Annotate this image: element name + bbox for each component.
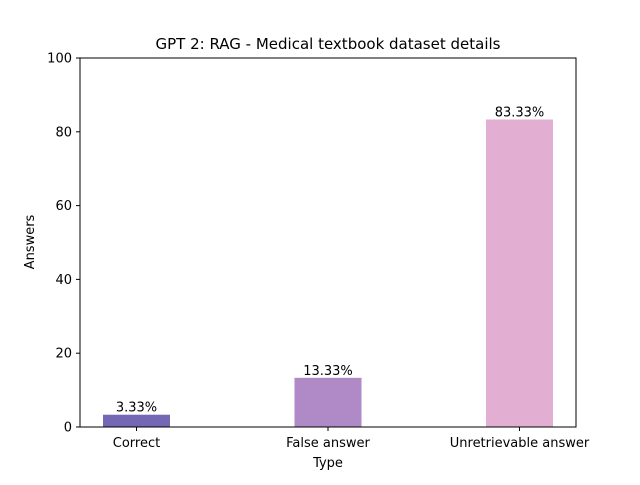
x-axis-ticks: Correct False answer Unretrievable answer: [113, 427, 590, 451]
bar-data-label: 83.33%: [495, 106, 545, 121]
bar-data-label: 3.33%: [116, 401, 157, 416]
y-axis-ticks: 0 20 40 60 80 100: [47, 52, 80, 436]
y-tick-label: 20: [55, 347, 72, 362]
plot-frame: [79, 57, 577, 428]
y-tick-label: 0: [64, 421, 72, 436]
x-tick-label: Unretrievable answer: [450, 436, 590, 451]
y-axis-label: Answers: [23, 214, 38, 269]
y-tick-label: 100: [47, 52, 72, 67]
x-axis-label: Type: [312, 456, 343, 471]
y-tick-label: 40: [55, 273, 72, 288]
x-tick-label: False answer: [286, 436, 370, 451]
bar-unretrievable-answer: [486, 119, 553, 427]
chart-title: GPT 2: RAG - Medical textbook dataset de…: [156, 35, 501, 53]
bars-group: 3.33% 13.33% 83.33%: [103, 106, 553, 427]
y-tick-label: 80: [55, 125, 72, 140]
bar-data-label: 13.33%: [303, 364, 353, 379]
x-tick-label: Correct: [113, 436, 160, 451]
bar-correct: [103, 414, 170, 427]
y-tick-label: 60: [55, 199, 72, 214]
bar-false-answer: [294, 377, 362, 427]
